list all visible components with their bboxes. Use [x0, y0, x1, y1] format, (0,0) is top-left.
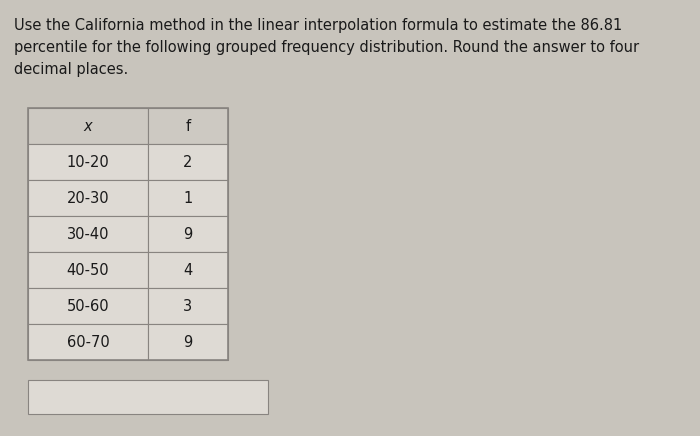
- Bar: [28, 324, 148, 360]
- Bar: [28, 288, 148, 324]
- Bar: [28, 216, 148, 252]
- Bar: [28, 144, 148, 180]
- Text: 60-70: 60-70: [66, 334, 109, 350]
- Bar: [28, 108, 228, 360]
- Text: 3: 3: [183, 299, 192, 313]
- Text: 9: 9: [183, 334, 192, 350]
- Bar: [148, 216, 228, 252]
- Text: 2: 2: [183, 154, 192, 170]
- Bar: [28, 252, 148, 288]
- Text: percentile for the following grouped frequency distribution. Round the answer to: percentile for the following grouped fre…: [14, 40, 639, 55]
- Bar: [28, 180, 148, 216]
- Text: 20-30: 20-30: [66, 191, 109, 205]
- Bar: [148, 288, 228, 324]
- Text: x: x: [84, 119, 92, 133]
- Text: 10-20: 10-20: [66, 154, 109, 170]
- Bar: [28, 108, 148, 144]
- Text: 9: 9: [183, 226, 192, 242]
- Bar: [148, 252, 228, 288]
- Bar: [148, 324, 228, 360]
- Text: 40-50: 40-50: [66, 262, 109, 277]
- Text: Use the California method in the linear interpolation formula to estimate the 86: Use the California method in the linear …: [14, 18, 622, 33]
- Text: 30-40: 30-40: [66, 226, 109, 242]
- Text: decimal places.: decimal places.: [14, 62, 128, 77]
- Bar: [148, 144, 228, 180]
- Text: 50-60: 50-60: [66, 299, 109, 313]
- Text: f: f: [186, 119, 190, 133]
- Text: 4: 4: [183, 262, 192, 277]
- Bar: [148, 180, 228, 216]
- Text: 1: 1: [183, 191, 192, 205]
- Bar: [148, 108, 228, 144]
- Bar: [28, 380, 268, 414]
